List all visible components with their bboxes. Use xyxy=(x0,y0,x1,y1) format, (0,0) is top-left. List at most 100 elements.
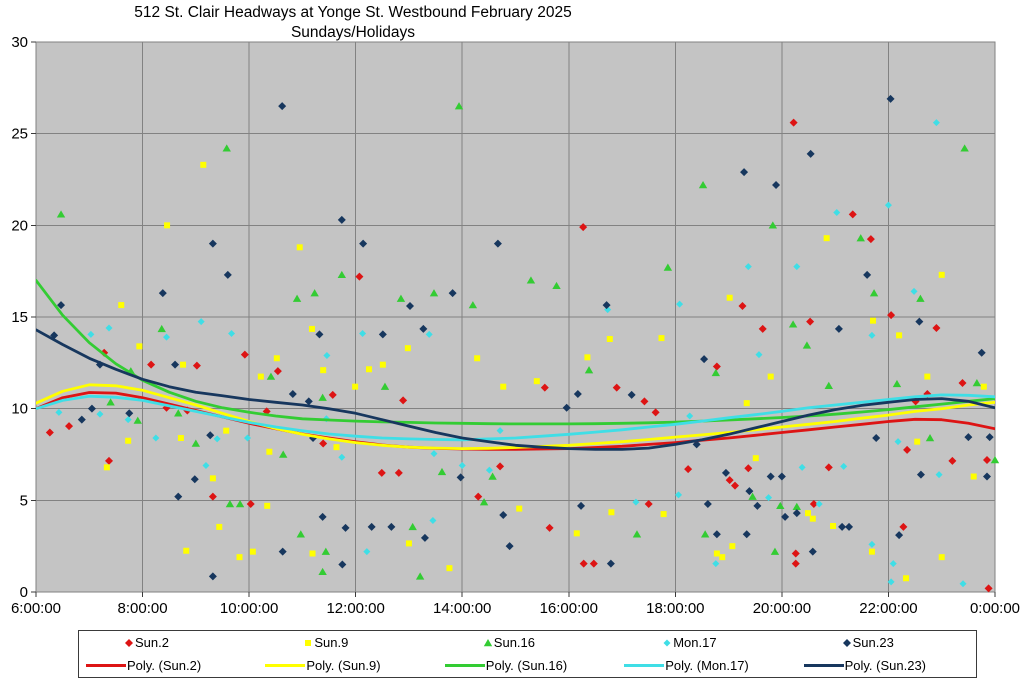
scatter-point-sun9 xyxy=(823,235,830,242)
scatter-point-sun9 xyxy=(809,515,816,522)
x-axis-label: 18:00:00 xyxy=(646,600,704,617)
scatter-point-mon17 xyxy=(458,462,466,469)
scatter-point-mon17 xyxy=(744,263,752,271)
scatter-point-sun23 xyxy=(419,324,428,333)
scatter-point-sun23 xyxy=(338,560,347,569)
scatter-point-sun2 xyxy=(731,481,740,490)
scatter-point-sun23 xyxy=(315,330,324,339)
scatter-point-mon17 xyxy=(935,471,943,479)
scatter-point-sun23 xyxy=(174,492,183,501)
scatter-point-sun2 xyxy=(932,324,941,332)
scatter-point-sun16 xyxy=(776,501,785,510)
scatter-point-sun23 xyxy=(606,559,615,568)
scatter-point-mon17 xyxy=(163,333,171,341)
scatter-point-sun23 xyxy=(420,533,429,542)
legend-poly-label: Poly. (Sun.23) xyxy=(844,658,927,673)
scatter-point-sun9 xyxy=(752,455,759,462)
scatter-point-sun16 xyxy=(488,472,497,480)
scatter-point-mon17 xyxy=(323,352,331,359)
scatter-point-sun9 xyxy=(309,550,316,557)
scatter-point-sun9 xyxy=(180,361,187,368)
scatter-point-sun23 xyxy=(700,355,709,364)
scatter-point-sun16 xyxy=(133,416,142,424)
scatter-point-sun2 xyxy=(319,439,328,448)
scatter-point-sun2 xyxy=(612,383,621,392)
scatter-point-sun23 xyxy=(505,542,514,551)
scatter-point-sun2 xyxy=(684,465,693,474)
scatter-point-sun16 xyxy=(698,181,708,189)
scatter-point-sun16 xyxy=(222,144,231,152)
scatter-point-mon17 xyxy=(793,263,801,271)
scatter-point-sun9 xyxy=(903,575,910,582)
scatter-point-mon17 xyxy=(87,330,95,338)
scatter-point-sun23 xyxy=(208,239,217,248)
scatter-point-sun9 xyxy=(938,554,945,561)
x-axis-label: 0:00:00 xyxy=(970,600,1020,617)
legend-series-label: Sun.16 xyxy=(493,635,535,650)
legend-poly-label: Poly. (Mon.17) xyxy=(665,658,749,673)
scatter-point-sun9 xyxy=(404,345,411,352)
scatter-point-sun16 xyxy=(916,294,925,302)
scatter-point-sun9 xyxy=(200,161,207,168)
trendline-poly-mon-17 xyxy=(36,393,995,442)
scatter-point-sun2 xyxy=(725,476,734,485)
scatter-point-sun16 xyxy=(318,567,327,576)
scatter-point-sun9 xyxy=(743,400,750,407)
scatter-point-sun9 xyxy=(296,244,303,251)
scatter-point-sun23 xyxy=(895,531,904,540)
y-axis-label: 10 xyxy=(11,401,28,418)
scatter-point-sun2 xyxy=(589,559,598,568)
scatter-point-sun2 xyxy=(644,500,653,508)
scatter-point-sun16 xyxy=(321,547,331,555)
scatter-point-sun23 xyxy=(448,289,457,298)
scatter-point-sun23 xyxy=(456,473,465,482)
scatter-point-sun23 xyxy=(206,431,215,440)
scatter-point-sun9 xyxy=(896,332,903,339)
scatter-point-sun2 xyxy=(899,522,908,531)
x-axis-label: 8:00:00 xyxy=(118,600,168,617)
legend-marker-diamond-icon xyxy=(842,638,851,647)
scatter-point-sun16 xyxy=(925,434,935,442)
scatter-point-mon17 xyxy=(755,351,763,359)
legend-poly-label: Poly. (Sun.16) xyxy=(485,658,568,673)
scatter-point-sun16 xyxy=(396,294,406,302)
scatter-point-sun16 xyxy=(700,530,710,538)
scatter-point-sun9 xyxy=(608,509,615,516)
scatter-point-sun9 xyxy=(767,373,774,380)
scatter-point-mon17 xyxy=(213,435,221,443)
scatter-point-sun16 xyxy=(632,530,642,538)
scatter-point-sun23 xyxy=(806,149,815,158)
legend-series-label: Sun.2 xyxy=(135,635,169,650)
scatter-point-sun16 xyxy=(310,289,319,297)
scatter-point-sun2 xyxy=(192,361,201,370)
scatter-point-sun2 xyxy=(640,397,649,406)
scatter-point-mon17 xyxy=(676,300,684,308)
scatter-point-sun23 xyxy=(740,168,749,177)
scatter-point-sun23 xyxy=(703,500,712,508)
scatter-point-mon17 xyxy=(96,410,104,418)
scatter-point-sun16 xyxy=(802,341,812,349)
scatter-point-sun16 xyxy=(960,144,969,152)
scatter-point-sun23 xyxy=(367,522,376,531)
scatter-point-sun9 xyxy=(209,475,216,482)
scatter-point-mon17 xyxy=(496,427,504,435)
scatter-point-sun9 xyxy=(379,361,386,368)
scatter-point-sun23 xyxy=(125,409,134,418)
scatter-point-sun16 xyxy=(56,210,66,218)
scatter-point-sun9 xyxy=(216,523,223,530)
scatter-point-sun23 xyxy=(57,301,66,310)
chart-title: 512 St. Clair Headways at Yonge St. West… xyxy=(0,3,706,43)
legend-line-swatch-icon xyxy=(444,664,485,667)
scatter-point-sun9 xyxy=(573,530,580,537)
scatter-point-sun23 xyxy=(359,239,368,248)
scatter-point-sun16 xyxy=(824,381,833,389)
scatter-point-sun9 xyxy=(257,373,264,380)
scatter-point-sun16 xyxy=(792,502,802,510)
scatter-point-sun23 xyxy=(223,270,232,279)
scatter-point-sun9 xyxy=(830,523,837,529)
scatter-point-sun2 xyxy=(866,235,875,244)
scatter-point-sun16 xyxy=(770,547,780,555)
legend-line-swatch-icon xyxy=(86,664,126,667)
scatter-point-sun9 xyxy=(516,505,523,512)
